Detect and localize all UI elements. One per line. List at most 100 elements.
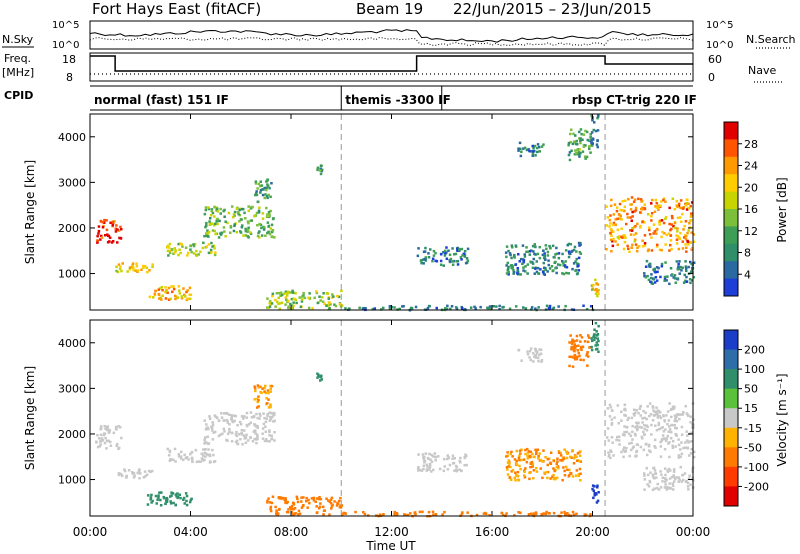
- scatter-cell: [348, 307, 351, 311]
- scatter-cell: [619, 214, 622, 218]
- scatter-cell: [259, 191, 262, 194]
- scatter-cell: [151, 469, 154, 473]
- scatter-cell: [215, 220, 218, 223]
- scatter-cell: [536, 272, 540, 275]
- scatter-cell: [618, 217, 621, 220]
- scatter-cell: [216, 222, 219, 226]
- scatter-cell: [214, 222, 217, 226]
- scatter-cell: [325, 497, 328, 500]
- scatter-cell: [629, 216, 632, 219]
- scatter-cell: [398, 307, 401, 311]
- scatter-cell: [242, 234, 245, 237]
- scatter-cell: [649, 265, 652, 268]
- scatter-cell: [176, 492, 179, 495]
- scatter-cell: [454, 252, 458, 256]
- scatter-cell: [104, 436, 107, 440]
- scatter-cell: [223, 230, 226, 233]
- scatter-cell: [199, 460, 202, 463]
- scatter-cell: [161, 294, 164, 298]
- scatter-cell: [658, 411, 662, 414]
- scatter-cell: [289, 508, 293, 511]
- scatter-cell: [557, 252, 561, 255]
- scatter-cell: [207, 243, 211, 246]
- scatter-cell: [179, 251, 182, 255]
- scatter-cell: [204, 428, 208, 431]
- scatter-cell: [117, 425, 120, 428]
- scatter-cell: [262, 412, 265, 415]
- scatter-cell: [564, 304, 567, 308]
- scatter-cell: [681, 266, 684, 269]
- scatter-cell: [677, 480, 680, 483]
- scatter-cell: [643, 472, 646, 475]
- scatter-cell: [666, 486, 669, 489]
- scatter-cell: [529, 260, 532, 263]
- scatter-cell: [685, 269, 688, 272]
- scatter-cell: [581, 345, 585, 349]
- scatter-cell: [428, 464, 432, 467]
- scatter-cell: [443, 465, 446, 468]
- scatter-cell: [453, 253, 456, 256]
- scatter-cell: [261, 432, 264, 435]
- scatter-cell: [263, 196, 266, 200]
- scatter-cell: [610, 250, 613, 253]
- nsearch-line: [89, 36, 694, 47]
- scatter-cell: [545, 247, 548, 251]
- scatter-cell: [676, 216, 680, 220]
- scatter-cell: [132, 268, 135, 272]
- scatter-cell: [426, 456, 430, 460]
- scatter-cell: [667, 419, 671, 422]
- scatter-cell: [149, 496, 153, 499]
- scatter-cell: [270, 437, 274, 440]
- scatter-cell: [572, 132, 575, 136]
- scatter-cell: [568, 158, 572, 162]
- scatter-cell: [646, 274, 649, 278]
- scatter-cell: [191, 459, 194, 462]
- scatter-cell: [681, 247, 685, 250]
- scatter-cell: [675, 199, 679, 203]
- scatter-cell: [535, 350, 539, 354]
- scatter-cell: [542, 249, 545, 252]
- scatter-cell: [564, 265, 567, 269]
- scatter-cell: [610, 229, 613, 232]
- scatter-cell: [643, 242, 647, 245]
- scatter-cell: [652, 268, 655, 271]
- scatter-cell: [527, 450, 531, 453]
- scatter-cell: [267, 225, 270, 228]
- scatter-cell: [578, 155, 581, 158]
- scatter-cell: [574, 151, 578, 155]
- scatter-cell: [259, 223, 263, 227]
- scatter-cell: [546, 457, 550, 461]
- scatter-cell: [674, 226, 677, 230]
- scatter-cell: [588, 147, 591, 151]
- scatter-cell: [260, 226, 263, 230]
- scatter-cell: [266, 297, 269, 300]
- scatter-cell: [517, 253, 520, 256]
- scatter-cell: [192, 252, 196, 255]
- scatter-cell: [256, 426, 259, 430]
- scatter-cell: [178, 289, 181, 292]
- scatter-cell: [672, 276, 675, 279]
- nave-tick-bottom: 0: [708, 71, 715, 84]
- scatter-cell: [675, 419, 679, 423]
- scatter-cell: [583, 155, 587, 158]
- scatter-cell: [180, 297, 184, 300]
- scatter-cell: [567, 250, 571, 253]
- scatter-cell: [653, 210, 657, 213]
- scatter-cell: [182, 458, 185, 462]
- scatter-cell: [308, 501, 311, 505]
- scatter-cell: [176, 296, 180, 299]
- scatter-cell: [210, 209, 213, 213]
- scatter-cell: [659, 445, 663, 448]
- scatter-cell: [648, 481, 652, 484]
- scatter-cell: [235, 434, 239, 438]
- scatter-cell: [677, 247, 681, 251]
- scatter-cell: [125, 474, 128, 478]
- scatter-cell: [328, 513, 331, 516]
- scatter-cell: [192, 243, 195, 246]
- scatter-cell: [159, 498, 162, 502]
- scatter-cell: [630, 196, 634, 199]
- scatter-cell: [668, 482, 671, 485]
- scatter-cell: [564, 260, 567, 263]
- scatter-cell: [508, 252, 512, 255]
- scatter-cell: [669, 239, 673, 242]
